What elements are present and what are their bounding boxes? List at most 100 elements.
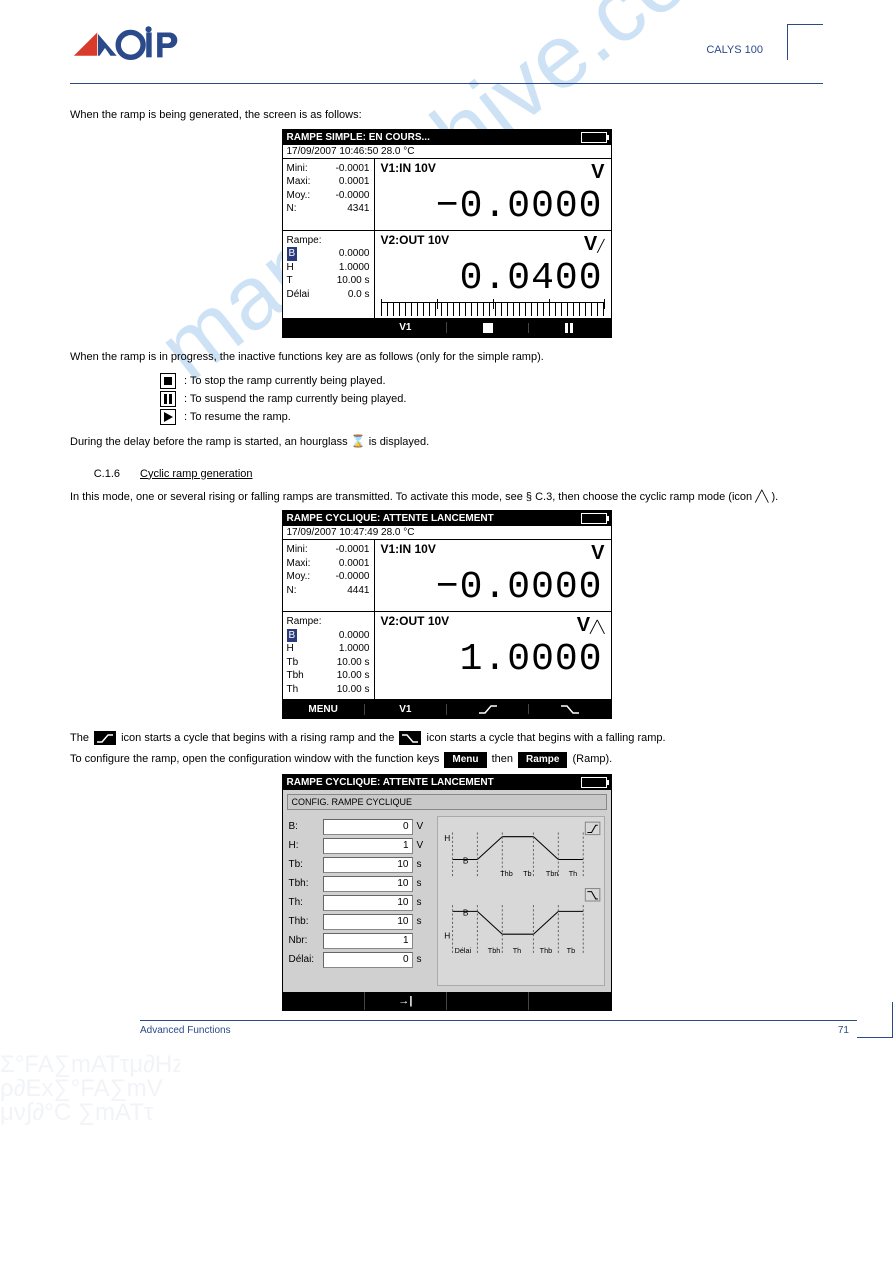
paragraph-2: When the ramp is in progress, the inacti… — [70, 350, 823, 365]
field-nbr-input[interactable]: 1 — [323, 933, 413, 949]
stop-desc: : To stop the ramp currently being playe… — [184, 375, 386, 387]
rampe-header: Rampe: — [287, 234, 370, 248]
svg-text:Tb: Tb — [523, 869, 531, 878]
diag-b-label: B — [462, 855, 468, 865]
screen3-subtitle: CONFIG. RAMPE CYCLIQUE — [287, 794, 607, 810]
intro-paragraph: When the ramp is being generated, the sc… — [70, 108, 823, 123]
cyclic-wave-icon: ╱╲ — [755, 490, 768, 503]
ramp-up-icon — [478, 704, 498, 714]
svg-text:Thb: Thb — [500, 869, 513, 878]
screen2-bottombar: MENU V1 — [283, 700, 611, 718]
device-screenshot-3: RAMPE CYCLIQUE: ATTENTE LANCEMENT CONFIG… — [282, 774, 612, 1011]
bb-cell-menu[interactable]: MENU — [283, 704, 365, 715]
hourglass-icon: ⌛ — [351, 434, 366, 448]
rampe-h-label: H — [287, 642, 294, 656]
battery-icon — [581, 777, 607, 788]
field-b-unit: V — [417, 821, 429, 832]
svg-text:Délai: Délai — [454, 946, 471, 955]
svg-text:Th: Th — [512, 946, 520, 955]
rampe-b-label: B — [287, 629, 298, 643]
field-tb-input[interactable]: 10 — [323, 857, 413, 873]
moy-label: Moy.: — [287, 570, 311, 584]
ramp-up-key-icon — [94, 731, 116, 745]
screen2-stats: Mini:-0.0001 Maxi:0.0001 Moy.:-0.0000 N:… — [283, 540, 375, 611]
svg-text:Tbn: Tbn — [545, 869, 558, 878]
rampe-key: Rampe — [518, 752, 567, 768]
hourglass-paragraph: During the delay before the ramp is star… — [70, 433, 823, 450]
field-h-label: H: — [289, 840, 319, 851]
icon-legend: : To stop the ramp currently being playe… — [160, 373, 823, 425]
field-delai-label: Délai: — [289, 954, 319, 965]
ramp-down-icon — [560, 704, 580, 714]
field-tbh-input[interactable]: 10 — [323, 876, 413, 892]
pic: icon starts a cycle that begins with a f… — [427, 732, 666, 744]
svg-text:H: H — [444, 930, 450, 940]
header-corner-box — [787, 24, 823, 60]
field-thb-unit: s — [417, 916, 429, 927]
mini-label: Mini: — [287, 162, 308, 176]
field-delai-input[interactable]: 0 — [323, 952, 413, 968]
footer-corner-box — [857, 1002, 893, 1038]
field-th-label: Th: — [289, 897, 319, 908]
n-label: N: — [287, 584, 297, 598]
v2-label: V2:OUT 10V — [381, 233, 450, 256]
bb-cell-pause[interactable] — [529, 323, 610, 333]
bb-cell-stop[interactable] — [447, 323, 529, 333]
p3a: In this mode, one or several rising or f… — [70, 491, 752, 503]
screen1-v2-panel: V2:OUT 10V V╱ 0.0400 — [375, 231, 611, 318]
moy-val: -0.0000 — [336, 189, 370, 203]
ramp-down-key-icon — [399, 731, 421, 745]
screen1-title: RAMPE SIMPLE: EN COURS... — [287, 132, 430, 143]
svg-text:Tbh: Tbh — [487, 946, 500, 955]
pma: To configure the ramp, open the configur… — [70, 753, 439, 765]
rampe-delai-label: Délai — [287, 288, 310, 302]
rampe-header: Rampe: — [287, 615, 370, 629]
bb-cell-rampdown[interactable] — [529, 704, 610, 714]
rampe-th-val: 10.00 s — [337, 683, 370, 697]
bb-cell-v1[interactable]: V1 — [365, 322, 447, 333]
bb-cell-rampup[interactable] — [447, 704, 529, 714]
diag-h-label: H — [444, 833, 450, 843]
moy-label: Moy.: — [287, 189, 311, 203]
v2-unit: V — [577, 614, 590, 636]
cyclic-wave-icon: ╱╲ — [590, 620, 604, 634]
screen2-datetime: 17/09/2007 10:47:49 28.0 °C — [283, 526, 611, 540]
n-val: 4441 — [347, 584, 369, 598]
screen1-bottombar: V1 — [283, 319, 611, 337]
pause-icon — [565, 323, 575, 333]
field-th-input[interactable]: 10 — [323, 895, 413, 911]
v2-value: 1.0000 — [381, 637, 605, 681]
paragraph-menu: To configure the ramp, open the configur… — [70, 752, 823, 768]
field-thb-input[interactable]: 10 — [323, 914, 413, 930]
rampe-th-label: Th — [287, 683, 299, 697]
field-tb-unit: s — [417, 859, 429, 870]
moy-val: -0.0000 — [336, 570, 370, 584]
play-desc: : To resume the ramp. — [184, 411, 291, 423]
rampe-h-val: 1.0000 — [339, 642, 370, 656]
v2-value: 0.0400 — [381, 256, 605, 300]
section-number: C.1.6 — [70, 468, 120, 480]
field-thb-label: Thb: — [289, 916, 319, 927]
stop-button-icon — [160, 373, 176, 389]
screen1-rampe-params: Rampe: B0.0000 H1.0000 T10.00 s Délai0.0… — [283, 231, 375, 318]
rampe-t-val: 10.00 s — [337, 274, 370, 288]
field-h-input[interactable]: 1 — [323, 838, 413, 854]
rampe-b-label: B — [287, 247, 298, 261]
mini-label: Mini: — [287, 543, 308, 557]
v1-label: V1:IN 10V — [381, 161, 436, 184]
pia: The — [70, 732, 89, 744]
config-diagram: H B Thb Tb Tbn Th H B — [437, 816, 605, 986]
pmb: (Ramp). — [572, 753, 612, 765]
svg-text:B: B — [462, 907, 468, 917]
pause-desc: : To suspend the ramp currently being pl… — [184, 393, 406, 405]
bb-cell-v1[interactable]: V1 — [365, 704, 447, 715]
paragraph-icons: The icon starts a cycle that begins with… — [70, 731, 823, 746]
maxi-val: 0.0001 — [339, 175, 370, 189]
section-header: C.1.6 Cyclic ramp generation — [70, 468, 823, 480]
header-title: CALYS 100 — [706, 44, 763, 56]
page-footer: Advanced Functions 71 — [140, 977, 893, 1021]
field-b-input[interactable]: 0 — [323, 819, 413, 835]
progress-ruler — [381, 302, 605, 316]
pib: icon starts a cycle that begins with a r… — [121, 732, 394, 744]
play-button-icon — [160, 409, 176, 425]
